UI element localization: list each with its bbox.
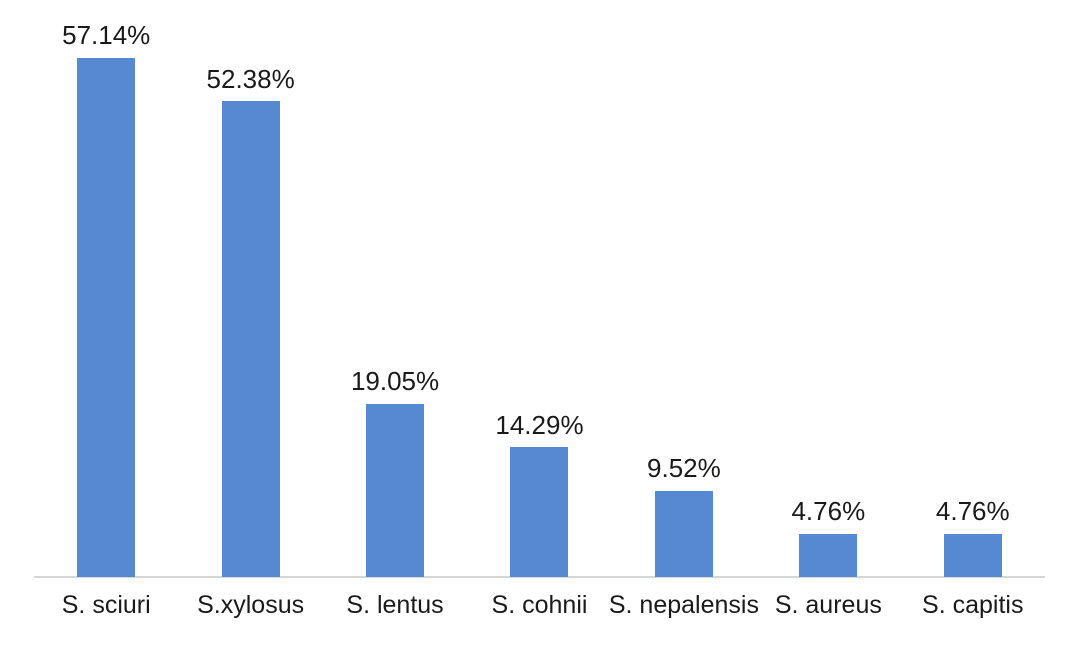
- category-label: S. cohnii: [491, 591, 588, 619]
- category-label: S. capitis: [922, 591, 1024, 619]
- bar-group: 9.52% S. nepalensis: [608, 0, 759, 648]
- category-label: S. sciuri: [61, 591, 151, 619]
- bar-value-label: 4.76%: [935, 496, 1010, 527]
- x-axis-line: [34, 576, 1045, 578]
- bar-group: 4.76% S. aureus: [756, 0, 900, 648]
- category-label: S. lentus: [346, 591, 444, 619]
- bar-value-label: 52.38%: [206, 63, 295, 94]
- bar: [77, 57, 136, 577]
- bar: [799, 533, 858, 577]
- category-label: S. aureus: [774, 591, 882, 619]
- bar: [221, 101, 280, 577]
- bar: [943, 533, 1002, 577]
- category-label: S.xylosus: [197, 591, 305, 619]
- bar-value-label: 57.14%: [62, 20, 151, 51]
- bar-group: 4.76% S. capitis: [901, 0, 1045, 648]
- bar: [510, 447, 569, 577]
- bar-group: 14.29% S. cohnii: [467, 0, 611, 648]
- bar-value-label: 9.52%: [647, 452, 721, 483]
- bar-group: 57.14% S. sciuri: [34, 0, 178, 648]
- bar-value-label: 14.29%: [495, 409, 584, 440]
- bar-value-label: 4.76%: [791, 496, 866, 527]
- category-label: S. nepalensis: [608, 591, 759, 619]
- bar-value-label: 19.05%: [350, 366, 440, 397]
- bar-group: 52.38% S.xylosus: [178, 0, 322, 648]
- bar-group: 19.05% S. lentus: [323, 0, 467, 648]
- bar: [654, 490, 713, 577]
- bar: [366, 403, 425, 577]
